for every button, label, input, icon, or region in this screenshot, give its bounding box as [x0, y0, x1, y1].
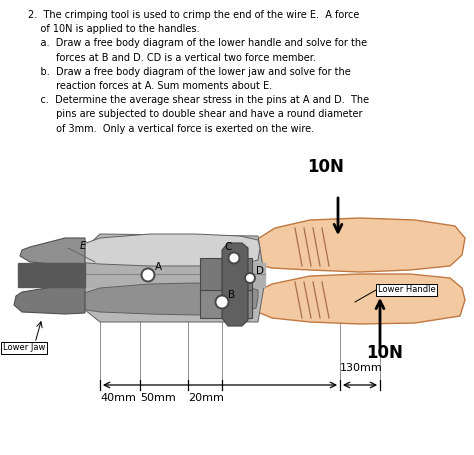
Text: 50mm: 50mm	[140, 393, 176, 403]
Text: b.  Draw a free body diagram of the lower jaw and solve for the: b. Draw a free body diagram of the lower…	[28, 67, 351, 77]
Polygon shape	[85, 263, 265, 287]
Text: 10N: 10N	[366, 344, 403, 362]
Polygon shape	[222, 243, 248, 326]
Polygon shape	[62, 234, 260, 266]
Polygon shape	[248, 218, 465, 272]
Text: of 3mm.  Only a vertical force is exerted on the wire.: of 3mm. Only a vertical force is exerted…	[28, 124, 314, 134]
Text: E: E	[80, 241, 86, 251]
Polygon shape	[78, 234, 265, 322]
Text: Lower Handle: Lower Handle	[378, 285, 436, 294]
Bar	[200, 258, 252, 292]
Circle shape	[216, 295, 228, 308]
Text: D: D	[256, 266, 264, 276]
Text: 20mm: 20mm	[188, 393, 224, 403]
Text: 10N: 10N	[308, 158, 345, 176]
Polygon shape	[14, 285, 85, 314]
Text: B: B	[228, 290, 235, 300]
Text: 130mm: 130mm	[340, 363, 383, 373]
Polygon shape	[20, 238, 85, 265]
Circle shape	[228, 253, 239, 263]
Polygon shape	[18, 263, 85, 287]
Text: c.  Determine the average shear stress in the pins at A and D.  The: c. Determine the average shear stress in…	[28, 95, 369, 105]
Polygon shape	[248, 274, 465, 324]
Text: 40mm: 40mm	[100, 393, 136, 403]
Text: reaction forces at A. Sum moments about E.: reaction forces at A. Sum moments about …	[28, 81, 272, 91]
Text: a.  Draw a free body diagram of the lower handle and solve for the: a. Draw a free body diagram of the lower…	[28, 38, 367, 48]
Text: 2.  The crimping tool is used to crimp the end of the wire E.  A force: 2. The crimping tool is used to crimp th…	[28, 10, 359, 20]
Bar	[200, 290, 252, 318]
Circle shape	[245, 273, 255, 283]
Circle shape	[142, 268, 155, 282]
Polygon shape	[62, 283, 258, 315]
Text: forces at B and D. CD is a vertical two force member.: forces at B and D. CD is a vertical two …	[28, 53, 316, 63]
Text: of 10N is applied to the handles.: of 10N is applied to the handles.	[28, 24, 200, 34]
Text: C: C	[224, 242, 231, 252]
Text: A: A	[155, 262, 162, 272]
Text: Lower Jaw: Lower Jaw	[3, 344, 46, 353]
Text: pins are subjected to double shear and have a round diameter: pins are subjected to double shear and h…	[28, 109, 363, 119]
